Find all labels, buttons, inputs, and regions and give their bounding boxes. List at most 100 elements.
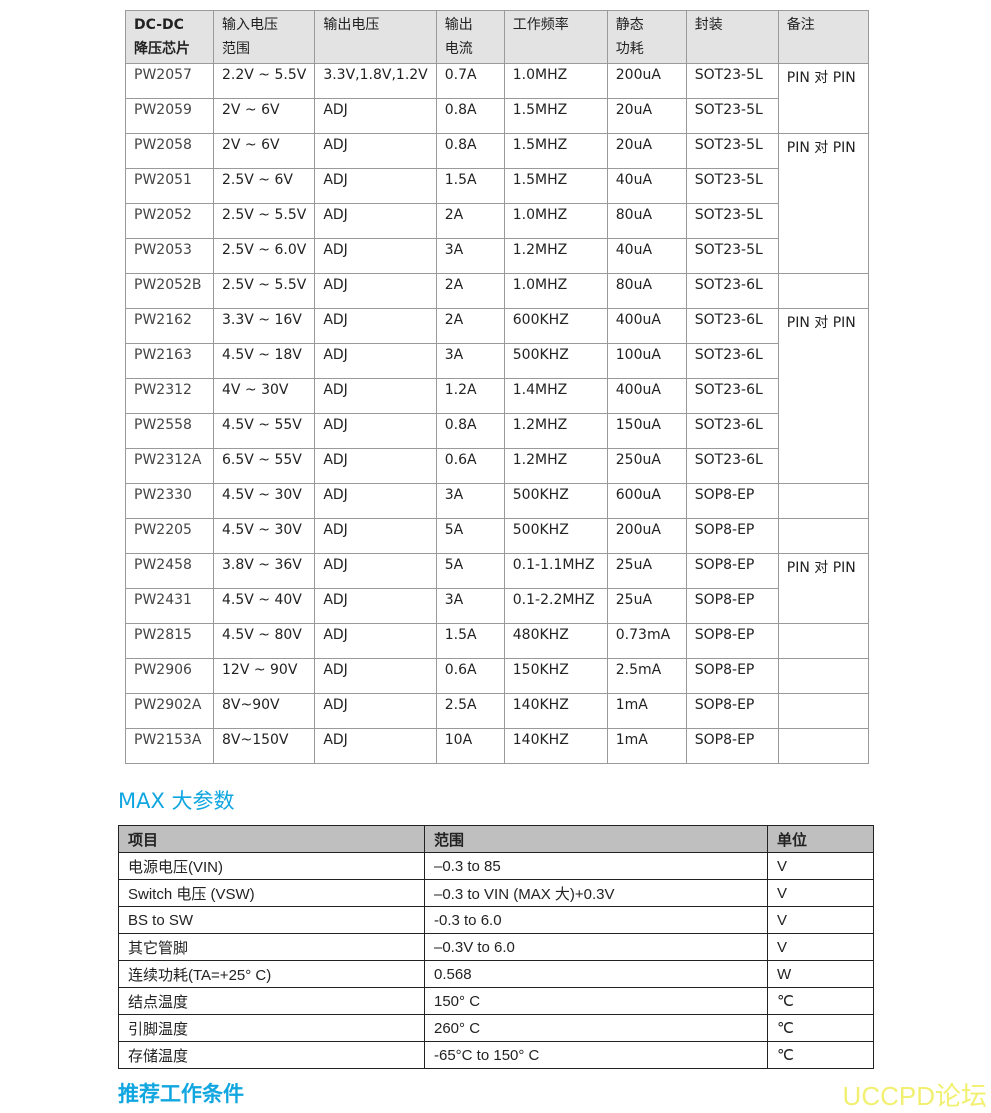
table-cell: PW2330	[125, 483, 214, 519]
table-cell: ADJ	[314, 133, 437, 169]
table-cell: 引脚温度	[118, 1014, 425, 1042]
header-row: DC-DC 降压芯片 输入电压 范围 输出电压 输出 电流 工作频率 静态 功耗 封装 备注	[125, 10, 869, 64]
table-cell: 存储温度	[118, 1041, 425, 1069]
table-cell: 4.5V ~ 18V	[212, 343, 316, 379]
table-cell: 500KHZ	[503, 518, 608, 554]
table-row: BS to SW -0.3 to 6.0 V	[118, 906, 874, 934]
table-cell: 25uA	[606, 553, 687, 589]
column-header: 单位	[767, 825, 874, 853]
table-cell: SOP8-EP	[685, 483, 779, 519]
table-row: 连续功耗(TA=+25° C) 0.568 W	[118, 960, 874, 988]
table-cell: ℃	[767, 1041, 874, 1069]
table-cell: 2.5A	[435, 693, 505, 729]
table-cell: 1.5MHZ	[503, 98, 608, 134]
table-cell: V	[767, 906, 874, 934]
table-cell: SOP8-EP	[685, 588, 779, 624]
table-cell: 500KHZ	[503, 343, 608, 379]
table-cell: 25uA	[606, 588, 687, 624]
table-cell: 3A	[435, 238, 505, 274]
header-line: 输入电压	[222, 17, 278, 33]
table-cell: PW2902A	[125, 693, 214, 729]
table-cell: 500KHZ	[503, 483, 608, 519]
table-cell: V	[767, 879, 874, 907]
column-header: DC-DC 降压芯片	[125, 10, 214, 64]
table-cell: ADJ	[314, 693, 437, 729]
table-row: PW2558 4.5V ~ 55V ADJ 0.8A 1.2MHZ 150uA SOT23-…	[125, 413, 869, 449]
table-cell: 其它管脚	[118, 933, 425, 961]
column-header: 封装	[685, 10, 779, 64]
table-cell: 结点温度	[118, 987, 425, 1015]
header-line: DC-DC	[134, 17, 184, 33]
table-cell: ADJ	[314, 728, 437, 764]
watermark: UCCPD论坛	[842, 1081, 987, 1111]
table-cell: 1.5MHZ	[503, 133, 608, 169]
table-cell: 4.5V ~ 30V	[212, 483, 316, 519]
table-row: PW2330 4.5V ~ 30V ADJ 3A 500KHZ 600uA SOP8-EP	[125, 483, 869, 519]
table-row: PW2312 4V ~ 30V ADJ 1.2A 1.4MHZ 400uA SOT23-6L	[125, 378, 869, 414]
table-cell: 1mA	[606, 693, 687, 729]
table-cell: 1.2MHZ	[503, 413, 608, 449]
table-cell: 3.3V,1.8V,1.2V	[314, 63, 437, 99]
table-cell: 400uA	[606, 378, 687, 414]
remark-cell	[777, 623, 869, 659]
table-cell: 600uA	[606, 483, 687, 519]
table-cell: 2A	[435, 308, 505, 344]
table-cell: ADJ	[314, 518, 437, 554]
table-cell: ADJ	[314, 308, 437, 344]
table-cell: 0.73mA	[606, 623, 687, 659]
table-cell: 1.0MHZ	[503, 63, 608, 99]
table-cell: 2V ~ 6V	[212, 133, 316, 169]
table-cell: ADJ	[314, 623, 437, 659]
table-cell: SOP8-EP	[685, 553, 779, 589]
table-cell: PW2906	[125, 658, 214, 694]
table-cell: 0.6A	[435, 658, 505, 694]
table-cell: 250uA	[606, 448, 687, 484]
table-cell: ADJ	[314, 658, 437, 694]
table-cell: W	[767, 960, 874, 988]
table-row: PW2052 2.5V ~ 5.5V ADJ 2A 1.0MHZ 80uA SOT23-5L	[125, 203, 869, 239]
max-params-heading: MAX 大参数	[118, 789, 235, 813]
table-cell: 4.5V ~ 40V	[212, 588, 316, 624]
remark-cell: PIN 对 PIN	[777, 308, 869, 484]
table-row: PW2906 12V ~ 90V ADJ 0.6A 150KHZ 2.5mA SOP8-EP	[125, 658, 869, 694]
table-cell: SOT23-5L	[685, 238, 779, 274]
table-cell: 6.5V ~ 55V	[212, 448, 316, 484]
table-cell: SOT23-5L	[685, 98, 779, 134]
table-cell: 4.5V ~ 30V	[212, 518, 316, 554]
table-cell: 200uA	[606, 63, 687, 99]
table-cell: SOT23-5L	[685, 203, 779, 239]
table-cell: –0.3 to 85	[424, 852, 768, 880]
table-row: PW2815 4.5V ~ 80V ADJ 1.5A 480KHZ 0.73mA SOP8-…	[125, 623, 869, 659]
table-cell: SOT23-5L	[685, 63, 779, 99]
table-cell: 0.1-1.1MHZ	[503, 553, 608, 589]
table-cell: 连续功耗(TA=+25° C)	[118, 960, 425, 988]
table-cell: –0.3 to VIN (MAX 大)+0.3V	[424, 879, 768, 907]
column-header: 项目	[118, 825, 425, 853]
table-cell: 2.5V ~ 5.5V	[212, 273, 316, 309]
table-row: PW2059 2V ~ 6V ADJ 0.8A 1.5MHZ 20uA SOT23-5L	[125, 98, 869, 134]
remark-cell	[777, 658, 869, 694]
table-cell: PW2558	[125, 413, 214, 449]
table-cell: 150KHZ	[503, 658, 608, 694]
table-cell: 480KHZ	[503, 623, 608, 659]
table-cell: 140KHZ	[503, 693, 608, 729]
table-row: PW2058 2V ~ 6V ADJ 0.8A 1.5MHZ 20uA SOT23-5L PI…	[125, 133, 869, 274]
table-cell: 260° C	[424, 1014, 768, 1042]
table-cell: PW2205	[125, 518, 214, 554]
remark-cell	[777, 693, 869, 729]
remark-cell	[777, 728, 869, 764]
header-row: 项目 范围 单位	[118, 825, 874, 853]
table-cell: SOP8-EP	[685, 623, 779, 659]
table-cell: ADJ	[314, 553, 437, 589]
table-cell: PW2052B	[125, 273, 214, 309]
table-cell: 20uA	[606, 133, 687, 169]
column-header: 输入电压 范围	[212, 10, 316, 64]
table-cell: 0.568	[424, 960, 768, 988]
table-cell: 40uA	[606, 238, 687, 274]
remark-cell	[777, 518, 869, 554]
table-row: PW2902A 8V~90V ADJ 2.5A 140KHZ 1mA SOP8-EP	[125, 693, 869, 729]
table-cell: 0.7A	[435, 63, 505, 99]
table-cell: 3A	[435, 588, 505, 624]
remark-cell: PIN 对 PIN	[777, 553, 869, 624]
table-cell: 1.2MHZ	[503, 238, 608, 274]
